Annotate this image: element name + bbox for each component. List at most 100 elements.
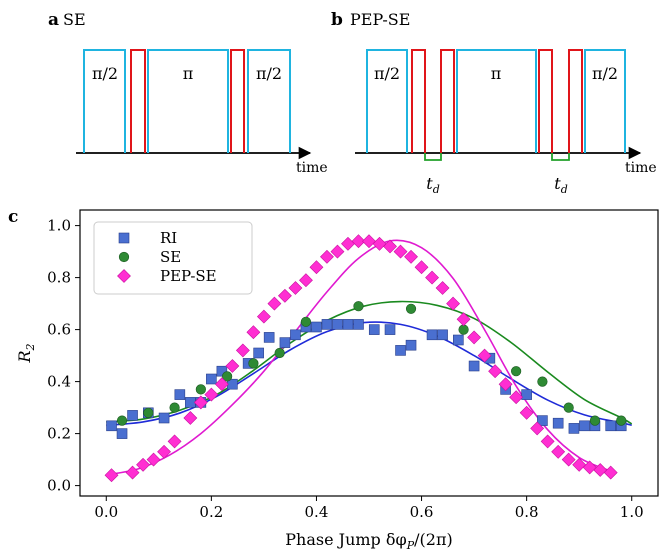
point-pep-se: [288, 281, 303, 295]
y-tick-label: 0.8: [47, 269, 71, 287]
panel-c: c 0.0 0.2 0.4 0.6 0.8 1.0 0.0 0.2 0.4 0.6 0.8 1.0 R…: [8, 207, 659, 550]
point-pep-se: [256, 309, 271, 324]
point-pep-se: [446, 296, 460, 311]
panel-a-pulse-1: [83, 49, 126, 153]
point-ri: [332, 319, 343, 330]
point-ri: [321, 319, 333, 330]
point-ri: [311, 321, 322, 333]
point-pep-se: [204, 387, 219, 402]
point-pep-se: [414, 260, 429, 275]
panel-b-probe-4: [568, 49, 583, 153]
point-se: [405, 303, 417, 314]
legend-label-pep-se: PEP-SE: [160, 267, 217, 285]
fit-line-ri: [106, 321, 632, 427]
point-pep-se: [225, 359, 240, 373]
y-tick-label: 1.0: [47, 217, 71, 235]
point-pep-se: [267, 296, 282, 311]
point-ri: [106, 420, 117, 432]
panel-a-pulse-3: [247, 49, 291, 153]
panel-a-pulse-3-label: π/2: [256, 64, 282, 83]
point-ri: [537, 415, 548, 426]
point-se: [458, 324, 469, 335]
y-tick-label: 0.6: [47, 321, 71, 339]
point-se: [300, 316, 312, 327]
point-se: [195, 384, 206, 395]
panel-b: b PEP-SE time π/2 π π/2 td td: [331, 10, 657, 196]
point-se: [169, 402, 180, 413]
point-pep-se: [561, 452, 576, 467]
point-pep-se: [582, 460, 597, 475]
panel-a: a SE time π/2 π π/2: [48, 10, 328, 176]
point-pep-se: [435, 281, 450, 295]
panel-b-pulse-3: [584, 49, 626, 153]
point-pep-se: [125, 465, 140, 480]
point-ri: [353, 319, 364, 330]
panel-b-time-label: time: [625, 160, 657, 176]
x-tick-label: 0.2: [199, 503, 223, 521]
x-tick-label: 0.4: [305, 503, 329, 521]
point-ri: [158, 412, 170, 424]
point-pep-se: [498, 377, 513, 392]
point-pep-se: [393, 244, 408, 259]
point-ri: [127, 410, 138, 421]
panel-a-letter: a: [48, 10, 59, 30]
point-se: [589, 415, 601, 426]
point-ri: [279, 337, 291, 348]
point-ri: [368, 324, 380, 335]
point-se: [274, 347, 285, 359]
point-pep-se: [183, 411, 198, 425]
point-pep-se: [383, 239, 397, 254]
x-tick-label: 1.0: [620, 503, 644, 521]
plot-frame: [79, 209, 659, 497]
point-pep-se: [509, 390, 524, 405]
point-pep-se: [341, 236, 355, 251]
point-pep-se: [551, 444, 566, 459]
point-pep-se: [519, 405, 534, 420]
point-pep-se: [278, 288, 292, 303]
point-pep-se: [309, 260, 324, 275]
point-ri: [552, 417, 564, 429]
legend-label-se: SE: [160, 248, 181, 266]
point-pep-se: [246, 325, 261, 340]
point-se: [563, 402, 574, 413]
point-se: [143, 407, 154, 418]
point-pep-se: [593, 463, 608, 477]
data-points: [104, 234, 627, 483]
panel-b-delay-bracket-1: [424, 153, 442, 161]
point-se: [537, 376, 548, 387]
point-pep-se: [320, 249, 334, 264]
panel-b-probe-3: [538, 49, 553, 153]
point-ri: [253, 347, 264, 359]
panel-a-pulse-1-label: π/2: [92, 64, 118, 83]
point-ri: [116, 428, 128, 439]
point-se: [616, 415, 627, 426]
y-tick-label: 0.4: [47, 373, 71, 391]
point-ri: [216, 365, 228, 377]
y-tick-label: 0.2: [47, 425, 71, 443]
panel-a-probe-2: [230, 49, 245, 153]
point-ri: [384, 324, 396, 335]
panel-b-pulse-1: [366, 49, 408, 153]
panel-c-letter: c: [8, 207, 18, 227]
panel-b-pulse-3-label: π/2: [592, 64, 618, 83]
point-ri: [185, 397, 196, 408]
legend-marker-pep-se: [117, 269, 131, 283]
point-se: [511, 366, 522, 377]
point-pep-se: [372, 236, 387, 251]
panel-b-delay-label-1: td: [426, 174, 439, 196]
x-tick-label: 0.8: [515, 503, 539, 521]
panel-a-probe-1: [130, 49, 146, 153]
legend-box: [93, 221, 253, 295]
point-ri: [405, 339, 417, 351]
point-pep-se: [235, 343, 250, 358]
point-pep-se: [540, 434, 555, 449]
panel-a-pulse-2-label: π: [183, 64, 194, 83]
x-axis-label: Phase Jump δφP/(2π): [285, 530, 452, 550]
panel-b-pulse-2-label: π: [491, 64, 502, 83]
point-pep-se: [477, 348, 492, 363]
axis-ticks: 0.0 0.2 0.4 0.6 0.8 1.0 0.0 0.2 0.4 0.6 0.8 1.0: [47, 217, 644, 521]
point-pep-se: [603, 465, 618, 480]
panel-a-time-label: time: [296, 160, 328, 176]
